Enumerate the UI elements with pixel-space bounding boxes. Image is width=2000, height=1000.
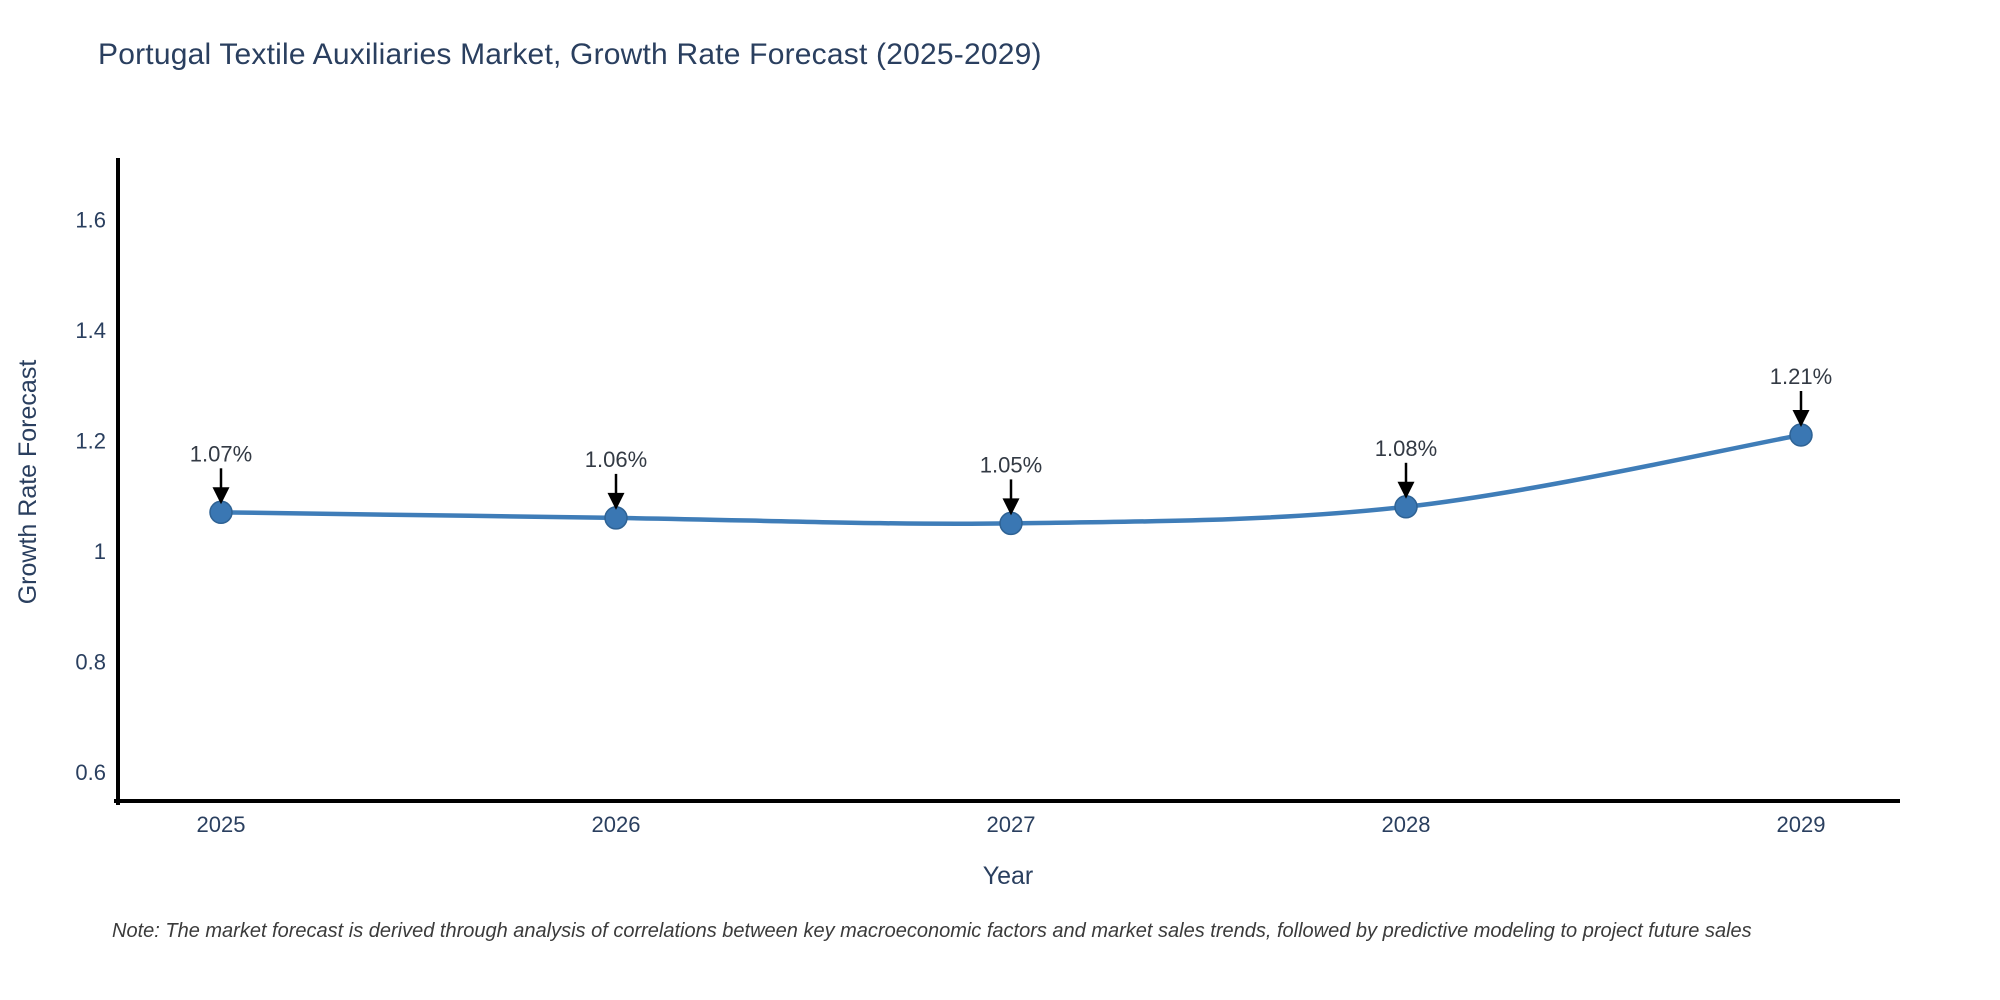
chart-title: Portugal Textile Auxiliaries Market, Gro… bbox=[98, 38, 1042, 71]
annotation-arrowhead-icon bbox=[1397, 481, 1415, 499]
y-tick-label: 1 bbox=[94, 539, 106, 564]
x-tick-label: 2029 bbox=[1777, 812, 1826, 837]
series-group bbox=[209, 423, 1813, 536]
annotation-arrowhead-icon bbox=[1002, 498, 1020, 516]
annotation-label: 1.06% bbox=[585, 447, 647, 472]
x-tick-label: 2027 bbox=[987, 812, 1036, 837]
annotation-label: 1.08% bbox=[1375, 436, 1437, 461]
data-point-marker bbox=[1394, 495, 1418, 519]
y-axis-title: Growth Rate Forecast bbox=[14, 360, 42, 605]
footnote-text: Note: The market forecast is derived thr… bbox=[112, 920, 1752, 942]
annotation-arrowhead-icon bbox=[212, 487, 230, 505]
y-tick-label: 0.6 bbox=[75, 760, 106, 785]
annotation-arrowhead-icon bbox=[1792, 410, 1810, 427]
y-axis-ticks: 0.6 0.8 1 1.2 1.4 1.6 bbox=[75, 208, 106, 786]
annotations-group: 1.07% 1.06% 1.05% 1.08% 1.21% bbox=[190, 364, 1832, 516]
x-tick-label: 2028 bbox=[1382, 812, 1431, 837]
x-axis-title: Year bbox=[983, 862, 1034, 890]
y-tick-label: 0.8 bbox=[75, 650, 106, 675]
annotation-label: 1.05% bbox=[980, 452, 1042, 477]
data-point-marker bbox=[1789, 423, 1813, 447]
data-point-marker bbox=[209, 500, 233, 525]
data-point-marker bbox=[604, 506, 628, 530]
annotation-arrowhead-icon bbox=[607, 492, 625, 510]
x-tick-label: 2026 bbox=[592, 812, 641, 837]
data-point-marker bbox=[999, 511, 1023, 536]
y-tick-label: 1.2 bbox=[75, 429, 106, 454]
y-tick-label: 1.4 bbox=[75, 318, 106, 343]
x-tick-label: 2025 bbox=[197, 812, 246, 837]
annotation-label: 1.07% bbox=[190, 441, 252, 466]
y-tick-label: 1.6 bbox=[75, 208, 106, 233]
annotation-label: 1.21% bbox=[1770, 364, 1832, 389]
x-axis-ticks: 2025 2026 2027 2028 2029 bbox=[197, 812, 1826, 837]
